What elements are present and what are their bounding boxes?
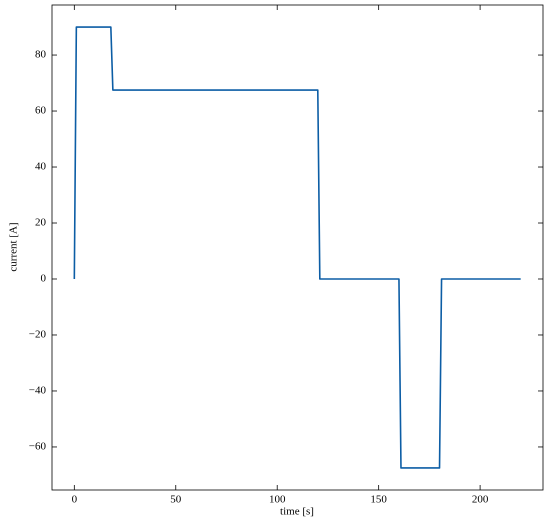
x-tick-label: 0: [72, 494, 78, 506]
y-tick-label: 0: [41, 273, 47, 285]
plot-frame: [51, 4, 544, 491]
x-tick-label: 200: [472, 494, 489, 506]
x-tick-label: 150: [370, 494, 387, 506]
y-tick-label: 40: [35, 161, 47, 173]
y-axis-label: current [A]: [8, 222, 20, 271]
y-tick-label: −40: [29, 385, 47, 397]
y-tick-label: 60: [35, 105, 47, 117]
y-tick-label: −20: [29, 329, 47, 341]
x-tick-label: 50: [170, 494, 182, 506]
x-tick-label: 100: [269, 494, 286, 506]
y-tick-label: −60: [29, 440, 47, 452]
y-tick-label: 80: [35, 49, 47, 61]
data-line: [73, 26, 521, 469]
y-tick-label: 20: [35, 217, 47, 229]
x-axis-label: time [s]: [280, 506, 314, 518]
